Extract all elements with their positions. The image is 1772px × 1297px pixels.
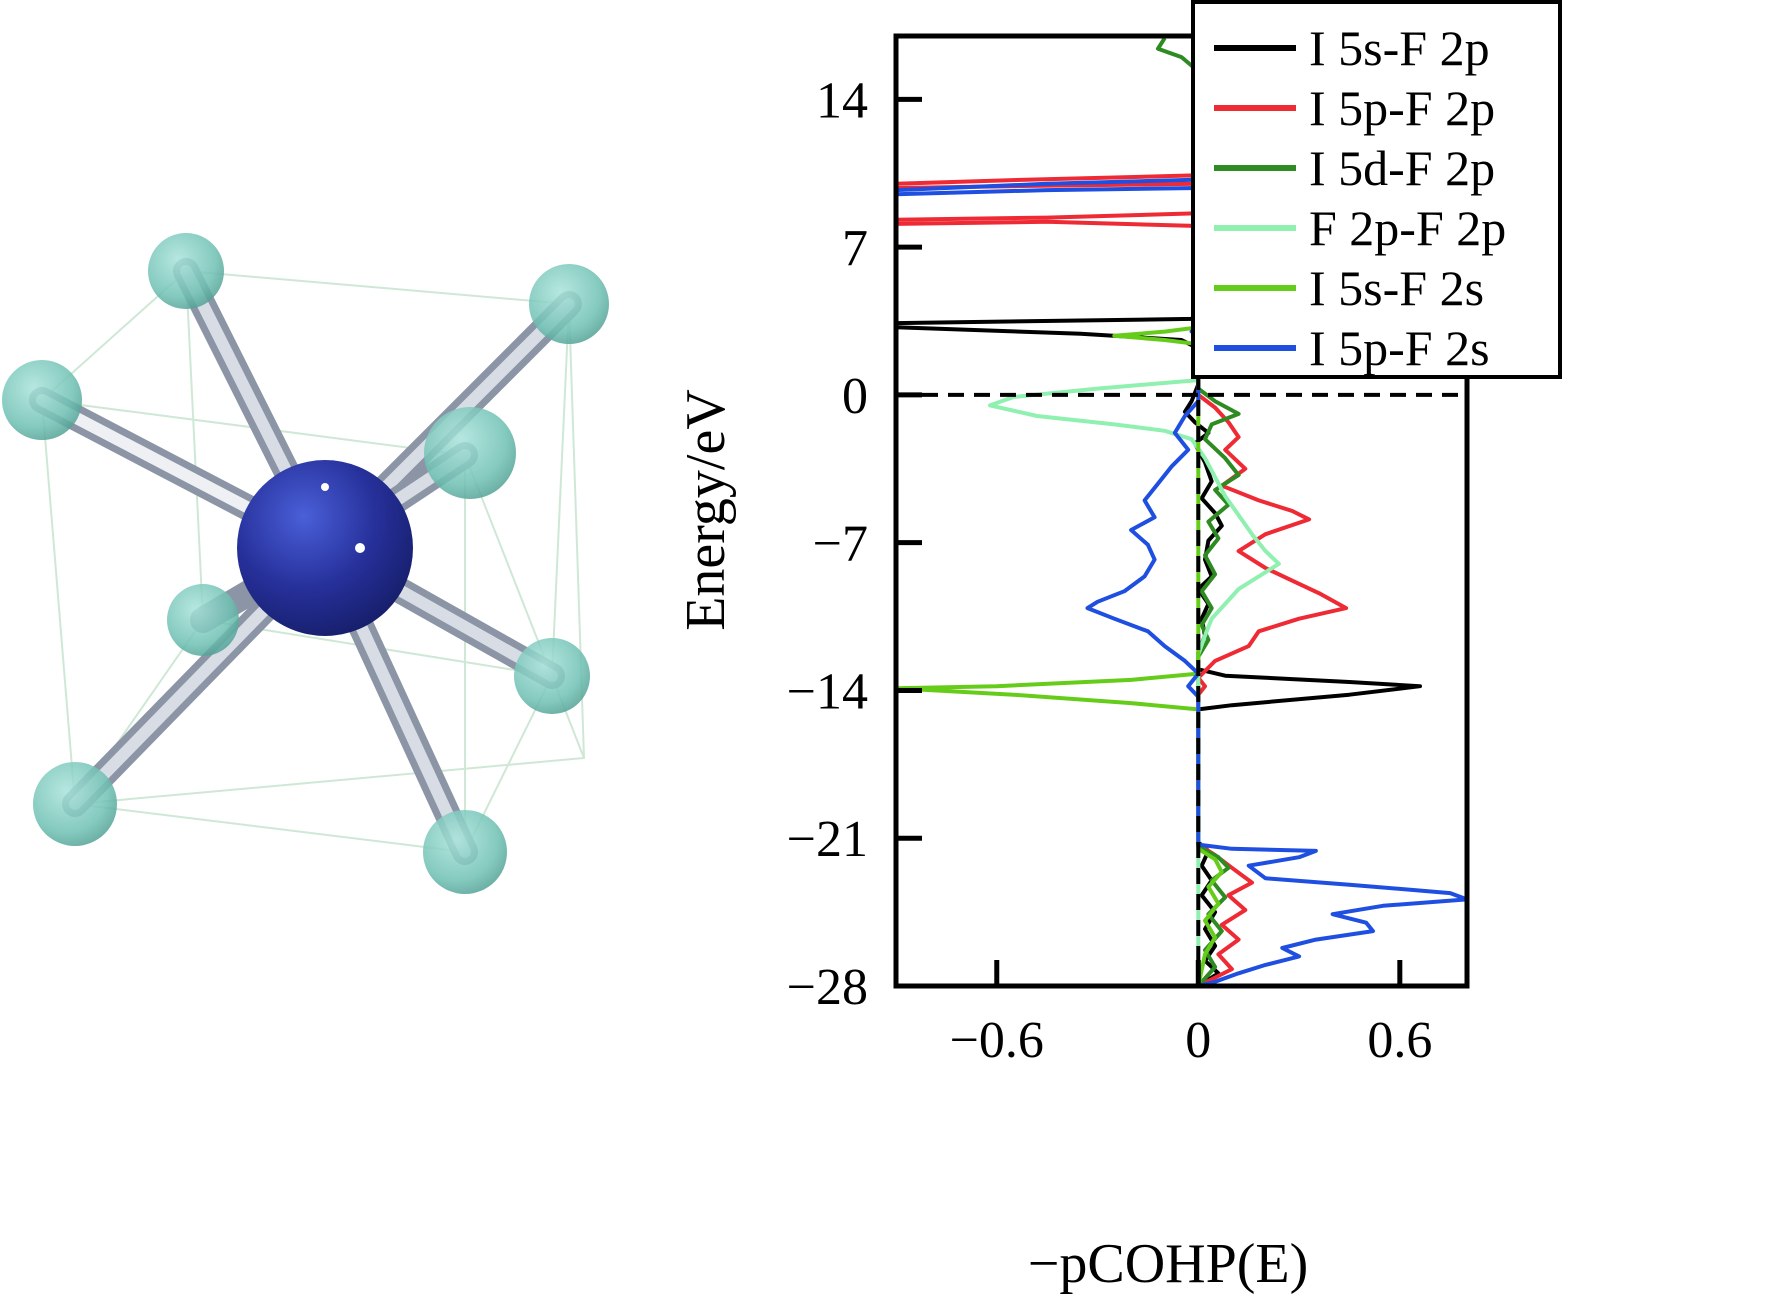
y-axis-ticks: 14 7 0 −7 −14 −21 −28 xyxy=(787,72,922,1016)
x-tick-label: −0.6 xyxy=(950,1012,1044,1069)
fluorine-atom xyxy=(33,762,117,846)
fluorine-atom xyxy=(167,584,239,656)
y-tick-label: −28 xyxy=(787,959,868,1016)
y-tick-label: 0 xyxy=(842,368,868,425)
x-tick-label: 0 xyxy=(1185,1012,1211,1069)
legend: I 5s-F 2pI 5p-F 2pI 5d-F 2pF 2p-F 2pI 5s… xyxy=(1191,0,1562,379)
legend-label: I 5p-F 2p xyxy=(1309,80,1495,136)
x-tick-label: 0.6 xyxy=(1367,1012,1432,1069)
legend-box xyxy=(1191,0,1562,379)
y-tick-label: −14 xyxy=(787,663,868,720)
y-tick-label: 14 xyxy=(816,72,868,129)
molecule-structure xyxy=(2,233,609,894)
iodine-highlight xyxy=(355,543,365,553)
fluorine-atom xyxy=(423,810,507,894)
plot-frame xyxy=(893,33,1470,989)
fluorine-atom xyxy=(529,264,609,344)
pcohp-chart: 14 7 0 −7 −14 −21 −28 −0.6 0 0.6 −pCOHP(E) Energ… xyxy=(675,0,1562,1295)
series-line-5 xyxy=(896,46,1224,986)
legend-label: I 5s-F 2p xyxy=(1309,20,1490,76)
fluorine-atom xyxy=(148,233,224,309)
x-axis-title: −pCOHP(E) xyxy=(1028,1233,1308,1295)
series-line-3 xyxy=(1156,37,1241,986)
y-tick-label: 7 xyxy=(842,220,868,277)
legend-label: I 5p-F 2s xyxy=(1309,320,1490,376)
legend-label: I 5s-F 2s xyxy=(1309,260,1484,316)
iodine-highlight xyxy=(321,483,329,491)
legend-label: F 2p-F 2p xyxy=(1309,200,1506,256)
y-tick-label: −21 xyxy=(787,811,868,868)
x-axis-ticks: −0.6 0 0.6 xyxy=(950,960,1432,1069)
series-line-4 xyxy=(988,46,1281,986)
iodine-atom xyxy=(237,460,413,636)
legend-label: I 5d-F 2p xyxy=(1309,140,1495,196)
y-axis-title: Energy/eV xyxy=(675,389,737,631)
fluorine-atom xyxy=(514,638,590,714)
fluorine-atom xyxy=(424,407,516,499)
y-tick-label: −7 xyxy=(813,516,868,573)
fluorine-atom xyxy=(2,360,82,440)
